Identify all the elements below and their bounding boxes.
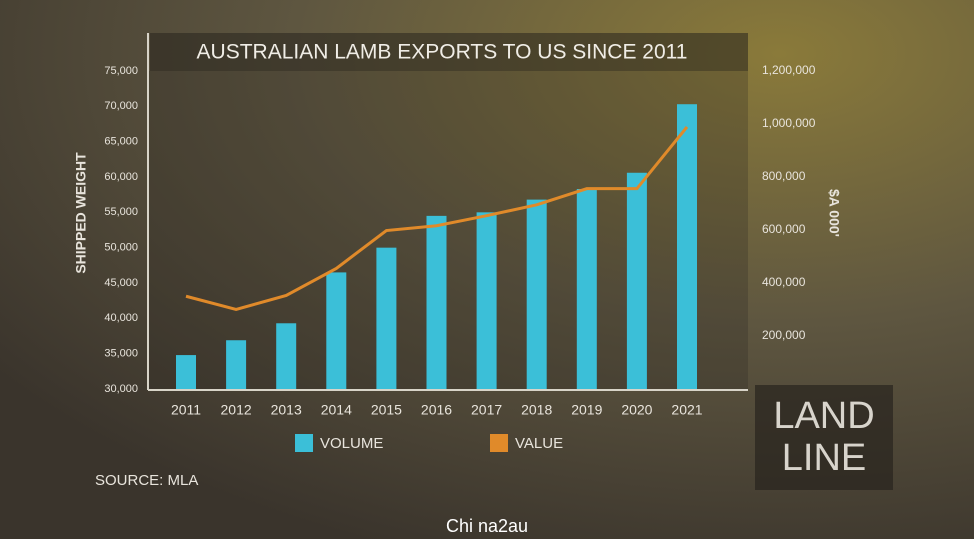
- y2-tick-label: 600,000: [762, 222, 806, 236]
- bar: [176, 355, 196, 389]
- y-tick-label: 45,000: [104, 277, 138, 289]
- bar: [226, 340, 247, 389]
- chart-title: AUSTRALIAN LAMB EXPORTS TO US SINCE 2011: [197, 41, 688, 64]
- y2-tick-label: 1,200,000: [762, 63, 816, 77]
- y2-tick-label: 800,000: [762, 169, 806, 183]
- plot-area: [148, 71, 748, 390]
- logo-line1: LAND: [773, 395, 874, 437]
- y2-axis-label: $A 000': [826, 189, 842, 237]
- legend-label: VOLUME: [320, 435, 383, 452]
- x-tick-label: 2011: [171, 402, 201, 418]
- x-tick-label: 2021: [671, 402, 702, 418]
- y-axis-label: SHIPPED WEIGHT: [73, 152, 89, 274]
- x-tick-label: 2018: [521, 402, 552, 418]
- source: SOURCE: MLA: [95, 472, 198, 489]
- bar: [276, 323, 297, 389]
- bar: [476, 212, 497, 389]
- y-tick-label: 70,000: [104, 100, 138, 112]
- legend-label: VALUE: [515, 435, 563, 452]
- bar: [376, 247, 397, 389]
- bar: [677, 104, 697, 390]
- x-tick-label: 2014: [321, 402, 352, 418]
- bar: [576, 189, 597, 389]
- x-tick-label: 2012: [221, 402, 252, 418]
- y-tick-label: 75,000: [104, 65, 138, 77]
- x-tick-label: 2013: [271, 402, 302, 418]
- bar: [526, 199, 547, 389]
- line: [185, 125, 689, 312]
- y-tick-label: 40,000: [104, 312, 138, 324]
- y-tick-label: 30,000: [104, 383, 138, 395]
- y-tick-label: 55,000: [104, 206, 138, 218]
- y-tick-label: 65,000: [104, 136, 138, 148]
- bar: [326, 272, 347, 389]
- y2-tick-label: 1,000,000: [762, 116, 816, 130]
- x-tick-label: 2017: [471, 402, 502, 418]
- y-tick-label: 50,000: [104, 242, 138, 254]
- bar: [426, 215, 447, 389]
- logo-box: [755, 385, 893, 490]
- x-tick-label: 2016: [421, 402, 452, 418]
- y2-tick-label: 200,000: [762, 328, 806, 342]
- legend-swatch: [295, 434, 313, 452]
- legend-swatch: [490, 434, 508, 452]
- y-tick-label: 35,000: [104, 348, 138, 360]
- logo-line2: LINE: [782, 437, 866, 479]
- x-tick-label: 2019: [571, 402, 602, 418]
- x-tick-label: 2020: [621, 402, 652, 418]
- x-tick-label: 2015: [371, 402, 402, 418]
- watermark: Chi na2au: [446, 516, 528, 536]
- title-band: [150, 33, 748, 71]
- y2-tick-label: 400,000: [762, 275, 806, 289]
- bar: [626, 172, 647, 389]
- y-tick-label: 60,000: [104, 171, 138, 183]
